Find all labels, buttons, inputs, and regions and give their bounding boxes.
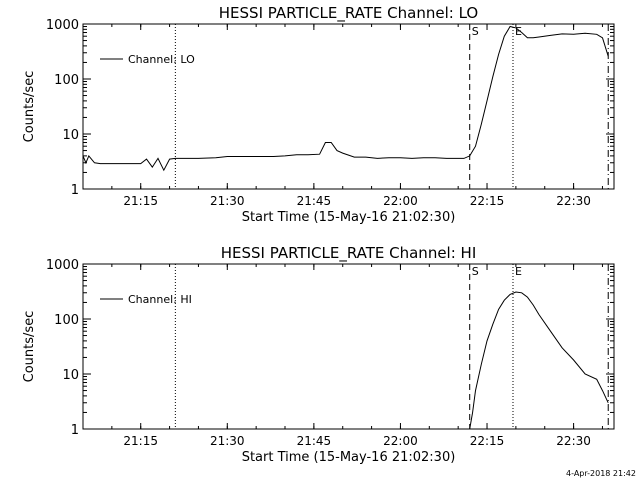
panel1-y-tick-label: 10	[62, 128, 79, 143]
panel2-plot-frame	[82, 263, 615, 430]
panel1-title: HESSI PARTICLE_RATE Channel: LO	[219, 4, 478, 23]
panel1-series-line	[82, 25, 609, 172]
panel1-y-tick-label: 1000	[46, 18, 79, 33]
panel2-y-axis-label: Counts/sec	[22, 311, 37, 383]
panel1-x-tick-label: 21:30	[210, 194, 245, 208]
panel2-legend-label: Channel: HI	[128, 293, 192, 306]
panel2-y-tick-label: 1	[71, 423, 79, 438]
panel1-x-tick-label: 21:45	[297, 194, 332, 208]
panel1-x-tick-label: 22:15	[470, 194, 505, 208]
panel1-x-tick-label: 21:15	[123, 194, 158, 208]
panel1-x-tick-label: 22:30	[556, 194, 591, 208]
panel1-y-axis-label: Counts/sec	[22, 71, 37, 143]
panel1-x-tick-label: 22:00	[383, 194, 418, 208]
panel2-x-tick-label: 21:30	[210, 434, 245, 448]
panel2-x-tick-label: 22:15	[470, 434, 505, 448]
panel2-x-tick-label: 22:30	[556, 434, 591, 448]
panel2-title: HESSI PARTICLE_RATE Channel: HI	[221, 244, 477, 263]
panel1-marker-label: S	[472, 25, 479, 38]
panel2-marker-label: E	[515, 265, 522, 278]
panel2-x-axis-label: Start Time (15-May-16 21:02:30)	[242, 450, 456, 465]
panel1-marker-label: E	[515, 25, 522, 38]
panel2-y-tick-label: 100	[54, 313, 79, 328]
panel2-x-tick-label: 21:15	[123, 434, 158, 448]
panel1-plot-frame	[82, 23, 615, 190]
panel1-y-tick-label: 1	[71, 183, 79, 198]
panel1-y-tick-label: 100	[54, 73, 79, 88]
panel2-series-line	[469, 291, 609, 430]
timestamp-label: 4-Apr-2018 21:42	[566, 469, 636, 478]
panel2-marker-label: S	[472, 265, 479, 278]
panel2-y-tick-label: 1000	[46, 258, 79, 273]
panel1-legend-label: Channel: LO	[128, 53, 195, 66]
panel2-y-tick-label: 10	[62, 368, 79, 383]
panel2-x-tick-label: 22:00	[383, 434, 418, 448]
panel1-x-axis-label: Start Time (15-May-16 21:02:30)	[242, 210, 456, 225]
panel2-x-tick-label: 21:45	[297, 434, 332, 448]
